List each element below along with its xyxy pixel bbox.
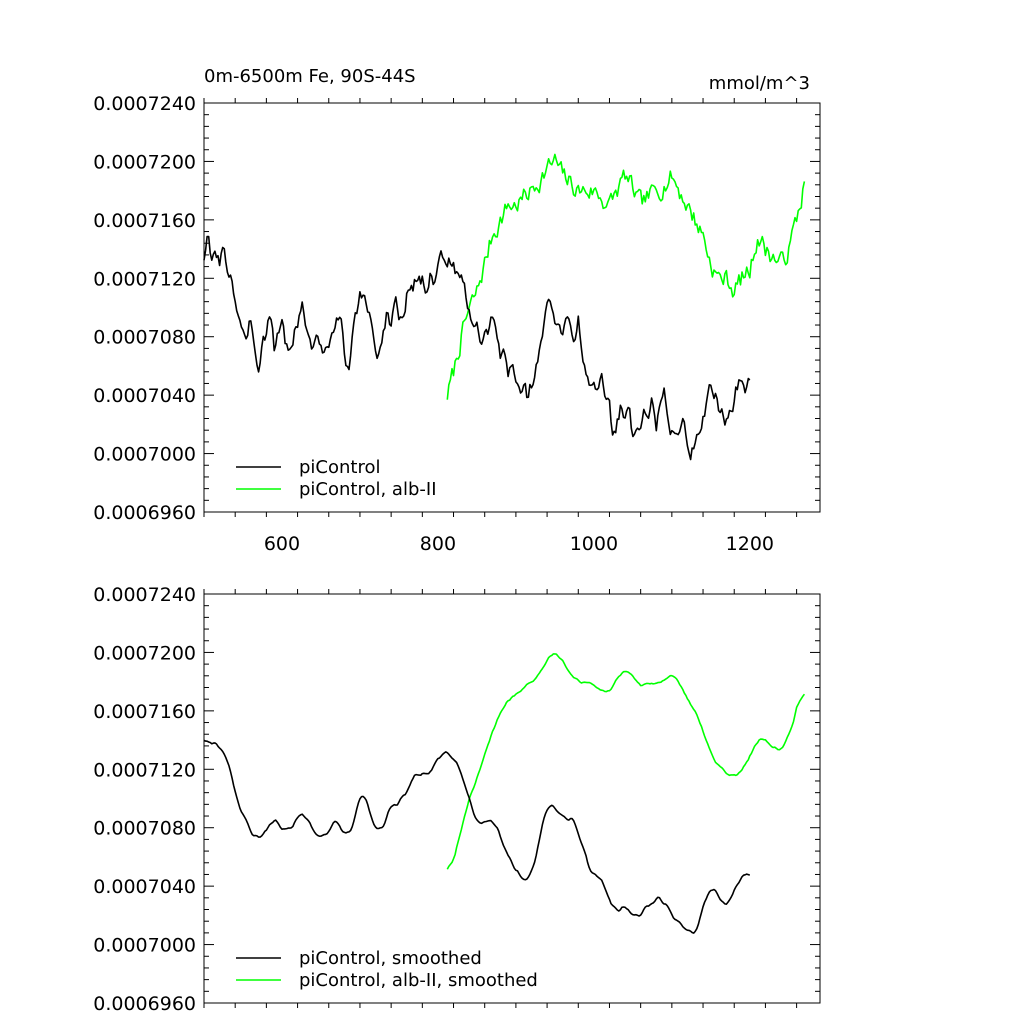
y-tick-label: 0.0006960 [93, 502, 196, 524]
y-tick-label: 0.0007000 [93, 935, 196, 957]
x-tick-label: 600 [264, 533, 300, 555]
y-tick-label: 0.0007000 [93, 444, 196, 466]
plot-frame [203, 102, 821, 513]
y-tick-label: 0.0007200 [93, 642, 196, 664]
legend-label: piControl, smoothed [299, 948, 482, 969]
series-line-black [203, 235, 751, 461]
y-tick-label: 0.0007160 [93, 210, 196, 232]
y-tick-label: 0.0007240 [93, 584, 196, 606]
y-tick-label: 0.0007040 [93, 385, 196, 407]
y-tick-label: 0.0007040 [93, 876, 196, 898]
series-line-black [203, 739, 751, 934]
x-tick-label: 1200 [726, 533, 774, 555]
y-tick-label: 0.0007120 [93, 268, 196, 290]
y-tick-label: 0.0007120 [93, 759, 196, 781]
chart-title: 0m-6500m Fe, 90S-44S [204, 66, 416, 87]
y-tick-label: 0.0007080 [93, 818, 196, 840]
plot-frame [203, 593, 821, 1004]
y-tick-label: 0.0007080 [93, 327, 196, 349]
units-label: mmol/m^3 [709, 73, 810, 94]
x-tick-label: 1000 [570, 533, 618, 555]
y-tick-label: 0.0007240 [93, 93, 196, 115]
y-tick-label: 0.0006960 [93, 993, 196, 1015]
series-line-green [446, 653, 806, 870]
series-line-green [446, 153, 806, 400]
bottom-panel: 0.0006960 0.0007000 0.0007040 0.0007080 0.00… [93, 584, 821, 1015]
top-panel: 0.0006960 0.0007000 0.0007040 0.0007080 0.00… [93, 66, 821, 555]
legend-label: piControl, alb-II, smoothed [299, 970, 538, 991]
y-tick-label: 0.0007200 [93, 151, 196, 173]
x-tick-label: 800 [420, 533, 456, 555]
y-tick-label: 0.0007160 [93, 701, 196, 723]
legend-label: piControl [299, 457, 381, 478]
legend-label: piControl, alb-II [299, 479, 437, 500]
